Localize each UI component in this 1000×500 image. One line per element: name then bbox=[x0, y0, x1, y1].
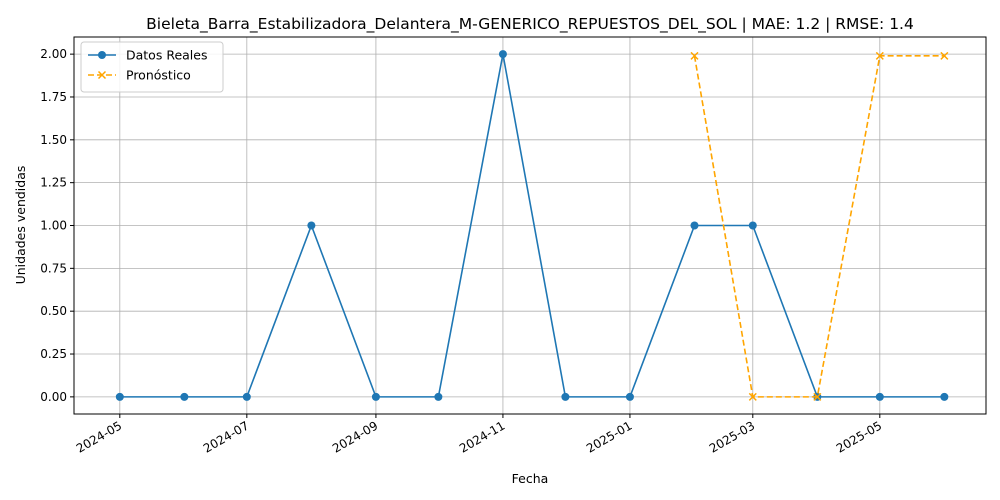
series-1 bbox=[690, 51, 949, 401]
data-point bbox=[875, 51, 884, 60]
data-point bbox=[561, 392, 570, 401]
y-tick-label: 1.00 bbox=[40, 219, 67, 233]
legend-marker bbox=[98, 51, 106, 59]
y-tick-label: 0.50 bbox=[40, 304, 67, 318]
y-tick-label: 1.25 bbox=[40, 176, 67, 190]
data-point bbox=[690, 221, 699, 230]
data-point bbox=[498, 50, 507, 59]
series-line bbox=[119, 53, 945, 398]
y-tick-label: 0.00 bbox=[40, 390, 67, 404]
chart-title: Bieleta_Barra_Estabilizadora_Delantera_M… bbox=[146, 15, 914, 34]
data-point bbox=[242, 392, 251, 401]
x-axis-label: Fecha bbox=[512, 471, 549, 486]
y-tick-label: 1.50 bbox=[40, 133, 67, 147]
data-point bbox=[748, 221, 757, 230]
data-point bbox=[371, 392, 380, 401]
data-point bbox=[434, 392, 443, 401]
y-axis-label: Unidades vendidas bbox=[13, 166, 28, 285]
legend: Datos Reales Pronóstico bbox=[80, 41, 224, 93]
legend-label: Datos Reales bbox=[126, 48, 207, 63]
y-tick-label: 0.25 bbox=[40, 347, 67, 361]
legend-entry: Pronóstico bbox=[88, 68, 191, 83]
data-point bbox=[940, 392, 949, 401]
data-point bbox=[690, 51, 699, 60]
data-point bbox=[940, 51, 949, 60]
series-0 bbox=[115, 50, 949, 401]
data-point bbox=[180, 392, 189, 401]
legend-entry: Datos Reales bbox=[88, 48, 207, 63]
legend-marker bbox=[97, 70, 107, 80]
series bbox=[115, 50, 949, 401]
data-point bbox=[307, 221, 316, 230]
y-tick-label: 2.00 bbox=[40, 47, 67, 61]
y-tick-label: 0.75 bbox=[40, 261, 67, 275]
y-tick-label: 1.75 bbox=[40, 90, 67, 104]
data-point bbox=[625, 392, 634, 401]
data-point bbox=[748, 392, 757, 401]
data-point bbox=[875, 392, 884, 401]
data-point bbox=[115, 392, 124, 401]
data-point bbox=[813, 392, 822, 401]
legend-box bbox=[80, 41, 224, 93]
legend-label: Pronóstico bbox=[126, 68, 191, 83]
